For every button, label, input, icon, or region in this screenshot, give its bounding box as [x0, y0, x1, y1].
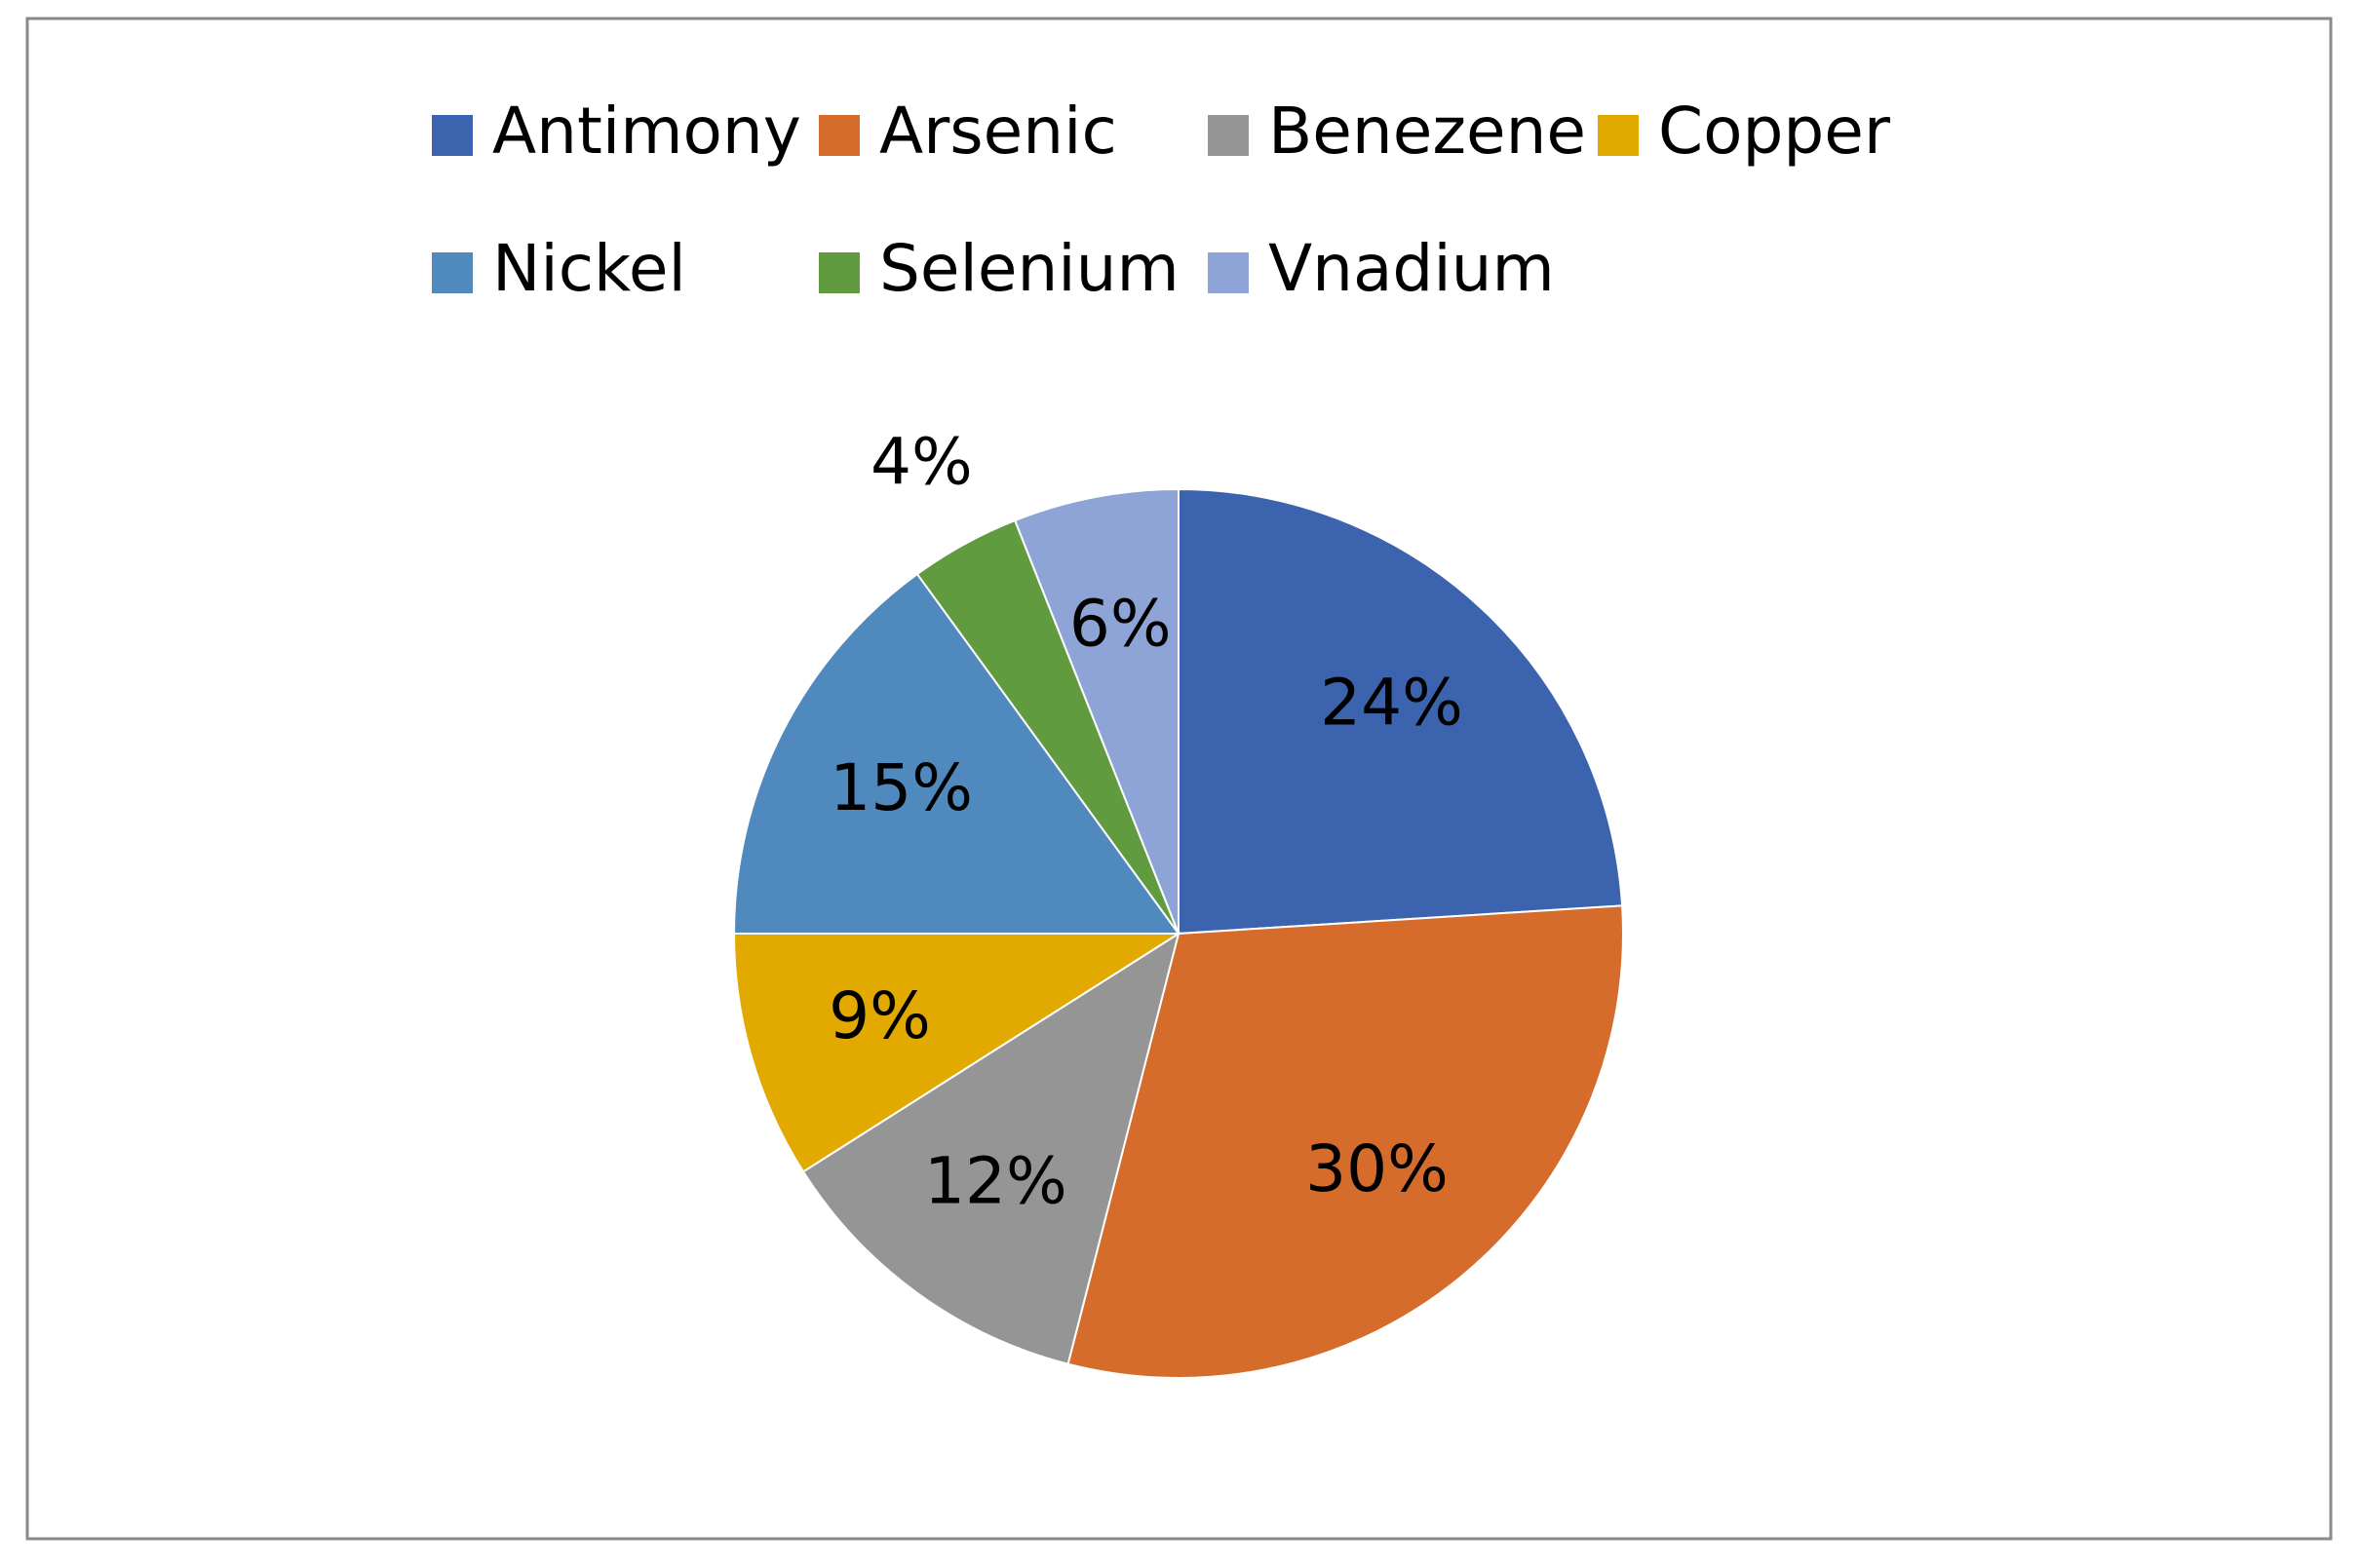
- legend-label: Vnadium: [1268, 231, 1555, 306]
- data-label: 24%: [1320, 665, 1463, 740]
- legend-label: Copper: [1658, 94, 1891, 169]
- legend-label: Nickel: [492, 231, 686, 306]
- data-label: 9%: [829, 978, 931, 1053]
- legend-swatch: [819, 115, 860, 156]
- legend-swatch: [432, 252, 473, 293]
- legend-label: Antimony: [492, 94, 801, 169]
- legend-swatch: [1208, 252, 1249, 293]
- legend-label: Arsenic: [879, 94, 1117, 169]
- pie-slice: [1013, 487, 1180, 935]
- legend-swatch: [1598, 115, 1639, 156]
- data-label: 15%: [830, 750, 973, 825]
- pie-slice: [1178, 487, 1624, 936]
- pie-slice: [732, 933, 1182, 1173]
- legend-swatch: [432, 115, 473, 156]
- legend-swatch: [1208, 115, 1249, 156]
- legend-swatch: [819, 252, 860, 293]
- data-label: 6%: [1069, 587, 1172, 662]
- data-label: 4%: [871, 425, 973, 500]
- data-label: 12%: [924, 1143, 1067, 1218]
- legend-label: Selenium: [879, 231, 1180, 306]
- pie-slice: [732, 572, 1180, 935]
- legend-label: Benezene: [1268, 94, 1586, 169]
- pie-slice: [1066, 904, 1624, 1379]
- data-label: 30%: [1305, 1131, 1449, 1206]
- pie-slice: [801, 931, 1180, 1365]
